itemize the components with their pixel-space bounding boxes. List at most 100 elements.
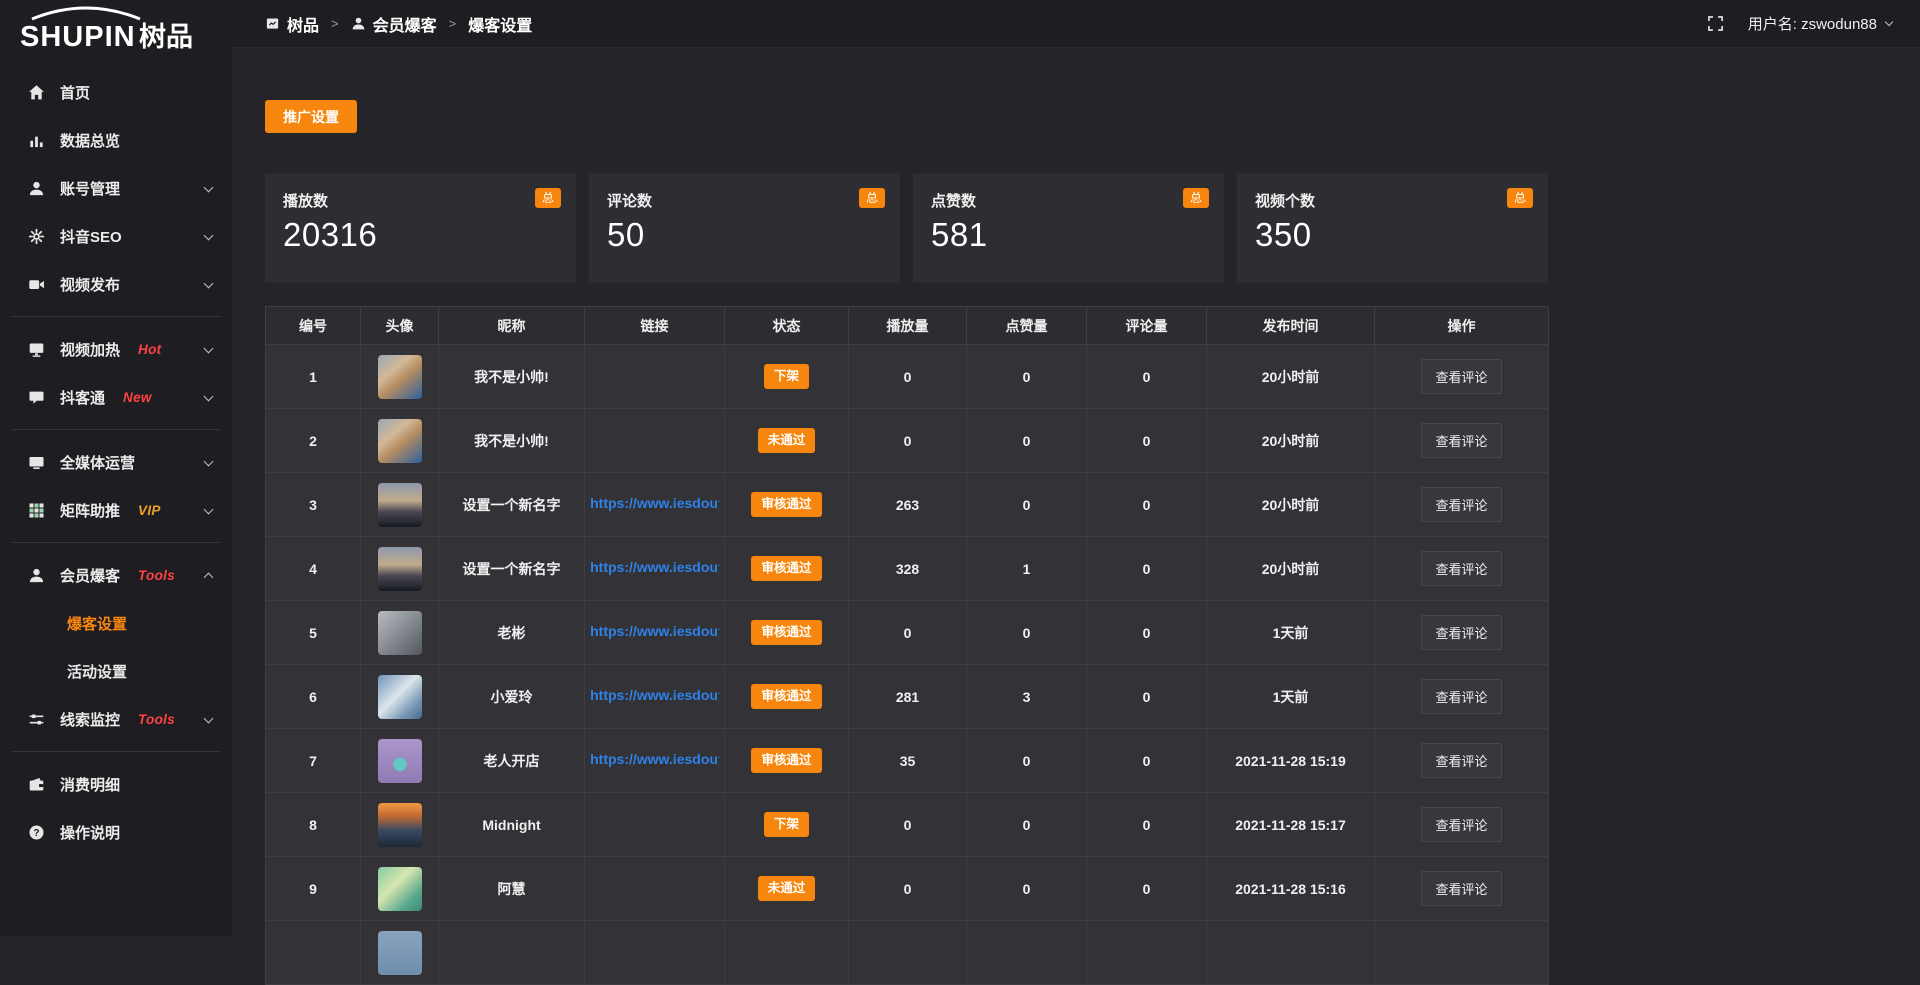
cell-likes: 0 xyxy=(966,792,1087,857)
chevron-down-icon xyxy=(1884,17,1894,27)
view-comments-button[interactable]: 查看评论 xyxy=(1421,743,1502,778)
promo-settings-button[interactable]: 推广设置 xyxy=(265,100,357,133)
cell-action: 查看评论 xyxy=(1374,600,1549,665)
cell-status: 未通过 xyxy=(724,408,849,473)
sidebar-item-8[interactable]: 矩阵助推 VIP xyxy=(0,486,232,534)
sidebar-item-1[interactable]: 数据总览 xyxy=(0,116,232,164)
stat-card-label: 评论数 xyxy=(607,193,653,210)
cell-id xyxy=(265,920,361,985)
view-comments-button[interactable]: 查看评论 xyxy=(1421,807,1502,842)
cell-id: 6 xyxy=(265,664,361,729)
app-icon xyxy=(265,16,280,31)
sidebar-item-12[interactable]: ? 操作说明 xyxy=(0,808,232,856)
video-link[interactable]: https://www.iesdouyin.c xyxy=(590,687,719,703)
sidebar-subitem-0[interactable]: 爆客设置 xyxy=(0,599,232,647)
chart-icon xyxy=(27,131,45,149)
video-link[interactable]: https://www.iesdouyin.c xyxy=(590,495,719,511)
user-icon xyxy=(27,179,45,197)
sidebar-subitem-1[interactable]: 活动设置 xyxy=(0,647,232,695)
view-comments-button[interactable]: 查看评论 xyxy=(1421,615,1502,650)
cell-nickname xyxy=(438,920,585,985)
cell-nickname: 老彬 xyxy=(438,600,585,665)
avatar xyxy=(377,418,422,463)
cell-avatar xyxy=(360,920,439,985)
topbar-right: 用户名: zswodun88 xyxy=(1707,13,1894,34)
sidebar-item-10[interactable]: 线索监控 Tools xyxy=(0,695,232,743)
sidebar-item-9[interactable]: 会员爆客 Tools xyxy=(0,551,232,599)
menu-badge: Tools xyxy=(138,567,176,583)
cell-plays: 0 xyxy=(848,856,967,921)
content: 推广设置 播放数总 20316 评论数总 50 点赞数总 581 视频个数总 350 编号 头像… xyxy=(232,48,1920,985)
table-row: 9 阿慧 未通过 0 0 0 2021-11-28 15:16 查看评论 xyxy=(265,856,1549,921)
cell-comments: 0 xyxy=(1086,664,1207,729)
cell-status: 审核通过 xyxy=(724,536,849,601)
table-row: 4 设置一个新名字 https://www.iesdouyin.c 审核通过 32810… xyxy=(265,536,1549,601)
view-comments-button[interactable]: 查看评论 xyxy=(1421,487,1502,522)
view-comments-button[interactable]: 查看评论 xyxy=(1421,871,1502,906)
cell-avatar xyxy=(360,856,439,921)
home-icon xyxy=(27,83,45,101)
table-row: 1 我不是小帅! 下架 0 0 0 20小时前 查看评论 xyxy=(265,344,1549,409)
cell-id: 7 xyxy=(265,728,361,793)
cell-link xyxy=(584,408,725,473)
view-comments-button[interactable]: 查看评论 xyxy=(1421,423,1502,458)
cell-avatar xyxy=(360,792,439,857)
cell-link xyxy=(584,920,725,985)
cell-time: 20小时前 xyxy=(1206,344,1375,409)
sidebar-item-3[interactable]: 抖音SEO xyxy=(0,212,232,260)
chevron-down-icon xyxy=(203,230,214,240)
sidebar-item-5[interactable]: 视频加热 Hot xyxy=(0,325,232,373)
sidebar-item-4[interactable]: 视频发布 xyxy=(0,260,232,308)
avatar xyxy=(377,866,422,911)
view-comments-button[interactable]: 查看评论 xyxy=(1421,551,1502,586)
member-icon xyxy=(27,566,45,584)
view-comments-button[interactable]: 查看评论 xyxy=(1421,359,1502,394)
display-icon xyxy=(27,453,45,471)
cell-action: 查看评论 xyxy=(1374,792,1549,857)
menu-badge: New xyxy=(123,389,152,405)
cell-status: 下架 xyxy=(724,344,849,409)
video-link[interactable]: https://www.iesdouyin.c xyxy=(590,751,719,767)
cell-avatar xyxy=(360,664,439,729)
sidebar-item-7[interactable]: 全媒体运营 xyxy=(0,438,232,486)
username-menu[interactable]: 用户名: zswodun88 xyxy=(1748,13,1894,34)
cell-link: https://www.iesdouyin.c xyxy=(584,536,725,601)
sidebar-item-6[interactable]: 抖客通 New xyxy=(0,373,232,421)
chevron-down-icon xyxy=(203,343,214,353)
sidebar-item-label: 抖客通 xyxy=(60,389,106,407)
status-badge: 审核通过 xyxy=(751,620,822,645)
video-link[interactable]: https://www.iesdouyin.c xyxy=(590,559,719,575)
column-header: 点赞量 xyxy=(966,306,1087,345)
sidebar-item-label: 矩阵助推 xyxy=(60,502,121,520)
video-link[interactable]: https://www.iesdouyin.c xyxy=(590,623,719,639)
status-badge: 审核通过 xyxy=(751,556,822,581)
sidebar-item-0[interactable]: 首页 xyxy=(0,68,232,116)
cell-action: 查看评论 xyxy=(1374,536,1549,601)
cell-plays: 263 xyxy=(848,472,967,537)
view-comments-button[interactable]: 查看评论 xyxy=(1421,679,1502,714)
breadcrumb-item-0[interactable]: 树品 xyxy=(265,12,319,36)
cell-nickname: 小爱玲 xyxy=(438,664,585,729)
main-area: 树品 > 会员爆客 > 爆客设置 用户名: zswodun88 推广设置 播放数总 203… xyxy=(232,0,1920,985)
sidebar-item-11[interactable]: 消费明细 xyxy=(0,760,232,808)
sliders-icon xyxy=(27,710,45,728)
cell-comments: 0 xyxy=(1086,600,1207,665)
sidebar-item-2[interactable]: 账号管理 xyxy=(0,164,232,212)
divider xyxy=(12,429,220,430)
table-row xyxy=(265,920,1549,985)
chevron-down-icon xyxy=(203,278,214,288)
fullscreen-icon[interactable] xyxy=(1707,15,1724,32)
cell-status xyxy=(724,920,849,985)
heat-icon xyxy=(27,340,45,358)
logo[interactable]: SHUPIN 树品 xyxy=(0,0,232,54)
gear-icon xyxy=(27,227,45,245)
cell-nickname: 我不是小帅! xyxy=(438,344,585,409)
cell-nickname: Midnight xyxy=(438,792,585,857)
breadcrumb-item-2[interactable]: 爆客设置 xyxy=(468,12,532,36)
sidebar-item-label: 数据总览 xyxy=(60,132,121,150)
cell-comments: 0 xyxy=(1086,408,1207,473)
cell-plays: 0 xyxy=(848,408,967,473)
breadcrumb-item-1[interactable]: 会员爆客 xyxy=(351,12,437,36)
cell-action: 查看评论 xyxy=(1374,344,1549,409)
